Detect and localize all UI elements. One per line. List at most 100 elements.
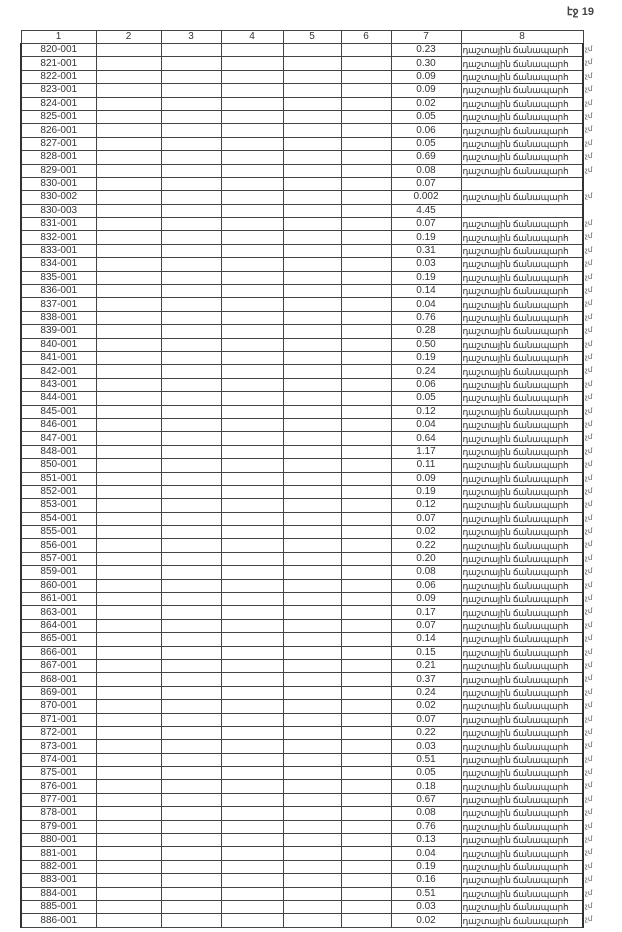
empty-cell bbox=[95, 846, 162, 861]
land-type: դաշտային ճանապարհ bbox=[460, 886, 584, 902]
empty-cell bbox=[160, 350, 222, 366]
empty-cell bbox=[160, 109, 222, 125]
empty-cell bbox=[95, 592, 162, 607]
margin-mark: չմ bbox=[585, 113, 593, 120]
empty-cell bbox=[220, 645, 284, 660]
empty-cell bbox=[160, 377, 222, 393]
empty-cell bbox=[282, 819, 342, 835]
empty-cell bbox=[340, 672, 392, 687]
empty-cell bbox=[220, 310, 284, 326]
empty-cell bbox=[95, 297, 162, 312]
parcel-id: 843-001 bbox=[20, 377, 97, 393]
land-type: դաշտային ճանապարհ bbox=[460, 136, 584, 152]
empty-cell bbox=[340, 739, 392, 754]
empty-cell bbox=[220, 886, 284, 902]
table-row: 853-001 0.12 դաշտային ճանապարհ bbox=[20, 498, 584, 513]
empty-cell bbox=[95, 217, 162, 232]
area-value: 0.02 bbox=[390, 96, 462, 111]
empty-cell bbox=[282, 833, 342, 848]
table-row: 863-001 0.17 դաշտային ճանապարհ bbox=[20, 605, 584, 620]
empty-cell bbox=[220, 725, 284, 741]
empty-cell bbox=[95, 123, 162, 138]
margin-mark: չմ bbox=[585, 595, 593, 602]
empty-cell bbox=[95, 779, 162, 794]
land-type: դաշտային ճանապարհ bbox=[460, 96, 584, 111]
empty-cell bbox=[220, 377, 284, 393]
margin-mark: չմ bbox=[585, 488, 593, 495]
empty-cell bbox=[282, 257, 342, 272]
empty-cell bbox=[282, 712, 342, 727]
empty-cell bbox=[340, 618, 392, 634]
empty-cell bbox=[340, 846, 392, 861]
empty-cell bbox=[340, 913, 392, 928]
land-type: դաշտային ճանապարհ bbox=[460, 471, 584, 486]
empty-cell bbox=[160, 551, 222, 567]
empty-cell bbox=[220, 605, 284, 620]
area-value: 0.03 bbox=[390, 257, 462, 272]
table-row: 857-001 0.20 դաշտային ճանապարհ bbox=[20, 551, 584, 567]
land-type: դաշտային ճանապարհ bbox=[460, 725, 584, 741]
table-row: 844-001 0.05 դաշտային ճանապարհ bbox=[20, 391, 584, 406]
empty-cell bbox=[95, 833, 162, 848]
margin-mark: չմ bbox=[585, 193, 593, 200]
header-col-1: 1 bbox=[20, 30, 97, 44]
empty-cell bbox=[220, 538, 284, 553]
margin-mark: չմ bbox=[585, 381, 593, 388]
empty-cell bbox=[220, 163, 284, 178]
parcel-id: 854-001 bbox=[20, 511, 97, 527]
parcel-id: 869-001 bbox=[20, 685, 97, 701]
empty-cell bbox=[95, 364, 162, 379]
empty-cell bbox=[160, 458, 222, 473]
empty-cell bbox=[282, 377, 342, 393]
empty-cell bbox=[220, 56, 284, 71]
header-col-3: 3 bbox=[160, 30, 222, 44]
land-type: դաշտային ճանապարհ bbox=[460, 699, 584, 714]
table-row: 825-001 0.05 դաշտային ճանապարհ bbox=[20, 109, 584, 125]
empty-cell bbox=[95, 565, 162, 580]
margin-mark: չմ bbox=[585, 233, 593, 240]
margin-mark: չմ bbox=[585, 260, 593, 267]
parcel-id: 873-001 bbox=[20, 739, 97, 754]
margin-mark: չմ bbox=[585, 836, 593, 843]
land-type: դաշտային ճանապարհ bbox=[460, 645, 584, 660]
empty-cell bbox=[95, 203, 162, 219]
empty-cell bbox=[220, 123, 284, 138]
land-type: դաշտային ճանապարհ bbox=[460, 417, 584, 433]
land-type: դաշտային ճանապարհ bbox=[460, 150, 584, 165]
parcel-id: 830-003 bbox=[20, 203, 97, 219]
area-value: 0.14 bbox=[390, 632, 462, 647]
table-row: 837-001 0.04 դաշտային ճանապարհ bbox=[20, 297, 584, 312]
empty-cell bbox=[282, 444, 342, 460]
empty-cell bbox=[282, 779, 342, 794]
margin-mark: չմ bbox=[585, 863, 593, 870]
empty-cell bbox=[282, 578, 342, 594]
empty-cell bbox=[160, 672, 222, 687]
empty-cell bbox=[160, 176, 222, 192]
land-parcel-table: 1 2 3 4 5 6 7 8 820-001 0.23 դաշտային ճանա… bbox=[20, 30, 584, 928]
empty-cell bbox=[282, 511, 342, 527]
area-value: 0.24 bbox=[390, 685, 462, 701]
empty-cell bbox=[160, 699, 222, 714]
empty-cell bbox=[340, 699, 392, 714]
land-type: դաշտային ճանապարհ bbox=[460, 83, 584, 98]
empty-cell bbox=[282, 471, 342, 486]
empty-cell bbox=[160, 725, 222, 741]
empty-cell bbox=[95, 766, 162, 781]
area-value: 0.31 bbox=[390, 243, 462, 259]
empty-cell bbox=[220, 270, 284, 286]
empty-cell bbox=[282, 176, 342, 192]
parcel-id: 868-001 bbox=[20, 672, 97, 687]
empty-cell bbox=[340, 69, 392, 85]
empty-cell bbox=[160, 658, 222, 674]
land-type: դաշտային ճանապարհ bbox=[460, 444, 584, 460]
empty-cell bbox=[160, 859, 222, 875]
empty-cell bbox=[340, 779, 392, 794]
empty-cell bbox=[282, 69, 342, 85]
table-row: 838-001 0.76 դաշտային ճանապարհ bbox=[20, 310, 584, 326]
margin-mark: չմ bbox=[585, 354, 593, 361]
empty-cell bbox=[282, 230, 342, 245]
land-type: դաշտային ճանապարհ bbox=[460, 364, 584, 379]
land-type: դաշտային ճանապարհ bbox=[460, 498, 584, 513]
table-row: 840-001 0.50 դաշտային ճանապարհ bbox=[20, 337, 584, 352]
empty-cell bbox=[95, 337, 162, 352]
